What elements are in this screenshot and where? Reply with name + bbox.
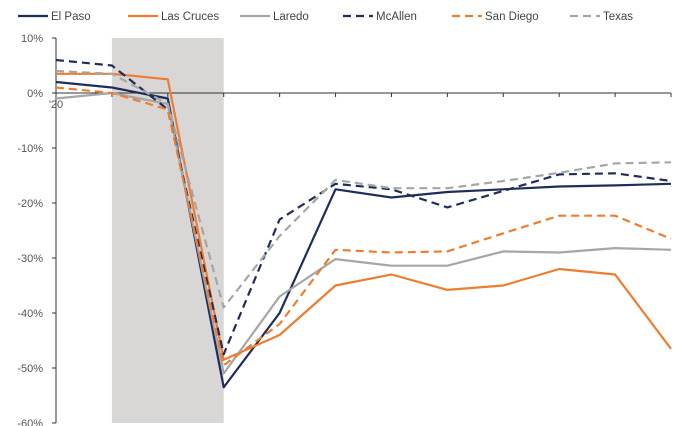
series-line-san-diego [55, 86, 672, 367]
series-layer [55, 58, 672, 389]
legend-item-mcallen: McAllen [343, 11, 417, 23]
legend-item-el-paso: El Paso [18, 11, 91, 23]
legend-label: El Paso [51, 11, 91, 23]
legend-item-laredo: Laredo [240, 11, 309, 23]
legend-label: Laredo [273, 11, 309, 23]
legend-item-las-cruces: Las Cruces [128, 11, 219, 23]
series-line-laredo [55, 91, 672, 375]
legend-label: Texas [603, 11, 633, 23]
y-tick-label: 10% [21, 33, 43, 45]
y-tick-label: -10% [17, 143, 43, 155]
legend: El Paso Las Cruces Laredo McAllen San Diego T… [18, 11, 633, 23]
series-line-mcallen [55, 58, 672, 356]
legend-label: McAllen [376, 11, 417, 23]
y-tick-label: -30% [17, 253, 43, 265]
legend-item-san-diego: San Diego [452, 11, 539, 23]
legend-label: San Diego [485, 11, 539, 23]
axis-layer: 10% 0% -10% -20% -30% -40% -50% -60% '20 [17, 33, 672, 426]
legend-item-texas: Texas [570, 11, 633, 23]
y-tick-label: 0% [27, 88, 43, 100]
y-tick-label: -50% [17, 363, 43, 375]
y-tick-label: -40% [17, 308, 43, 320]
series-line-el-paso [55, 80, 672, 389]
x-tick-label: '20 [49, 99, 63, 111]
legend-label: Las Cruces [161, 11, 219, 23]
y-tick-label: -20% [17, 198, 43, 210]
series-line-las-cruces [56, 72, 672, 361]
y-tick-label: -60% [17, 418, 43, 426]
series-line-texas [55, 69, 672, 309]
